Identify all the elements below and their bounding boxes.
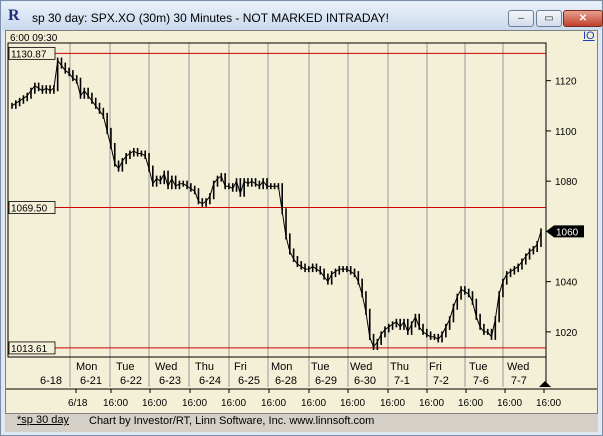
day-label: Thu	[195, 361, 214, 373]
close-button[interactable]: ✕	[563, 10, 603, 27]
date-label: 7-1	[394, 375, 410, 387]
date-label: 6-21	[80, 375, 102, 387]
window-title: sp 30 day: SPX.XO (30m) 30 Minutes - NOT…	[32, 11, 389, 25]
y-tick-label: 1120	[555, 77, 577, 88]
day-label: Fri	[234, 361, 247, 373]
minimize-button[interactable]: –	[508, 10, 534, 27]
time-axis-label: 6/18	[68, 398, 88, 409]
price-chart[interactable]: 6:00 09:30 1020 1040 1060 1080 1100 1120 1130.8…	[6, 31, 598, 414]
y-tick-label: 1080	[555, 177, 578, 188]
time-axis-label: 16:00	[301, 398, 326, 409]
day-label: Tue	[469, 361, 488, 373]
date-label: 6-25	[238, 375, 260, 387]
time-axis-label: 16:00	[221, 398, 246, 409]
date-label: 6-18	[40, 375, 62, 387]
maximize-button[interactable]: ▭	[536, 10, 562, 27]
y-tick-label: 1020	[555, 328, 578, 339]
date-label: 6-23	[159, 375, 181, 387]
last-price-marker	[546, 225, 584, 238]
date-label: 6-30	[354, 375, 376, 387]
day-label: Mon	[271, 361, 292, 373]
scroll-marker-icon	[539, 381, 551, 387]
date-label: 6-29	[315, 375, 337, 387]
date-label: 7-6	[473, 375, 489, 387]
day-label: Thu	[390, 361, 409, 373]
day-label: Wed	[155, 361, 177, 373]
time-axis-label: 16:00	[182, 398, 207, 409]
time-axis-label: 16:00	[340, 398, 365, 409]
level-label: 1013.61	[11, 344, 48, 355]
time-axis-label: 16:00	[497, 398, 522, 409]
day-label: Tue	[311, 361, 330, 373]
day-label: Wed	[507, 361, 529, 373]
time-axis-label: 16:00	[261, 398, 286, 409]
io-link[interactable]: IO	[583, 30, 595, 42]
level-label-box	[8, 46, 56, 60]
date-label: 7-7	[511, 375, 527, 387]
time-axis-label: 16:00	[142, 398, 167, 409]
level-label: 1069.50	[11, 204, 48, 215]
last-price-label: 1060	[556, 227, 579, 238]
date-label: 6-22	[120, 375, 142, 387]
credit-text: Chart by Investor/RT, Linn Software, Inc…	[89, 415, 375, 427]
investor-rt-logo-icon: R	[8, 7, 20, 24]
price-line	[11, 59, 542, 349]
day-label: Tue	[116, 361, 135, 373]
day-label: Wed	[350, 361, 372, 373]
time-axis-label: 16:00	[380, 398, 405, 409]
date-label: 6-28	[275, 375, 297, 387]
time-axis-label: 16:00	[103, 398, 128, 409]
level-label-box	[8, 201, 56, 214]
time-axis-label: 16:00	[458, 398, 483, 409]
chart-area[interactable]: 6:00 09:30 1020 1040 1060 1080 1100 1120 1130.8…	[5, 30, 598, 414]
level-label-box	[8, 341, 56, 355]
time-axis-label: 16:00	[419, 398, 444, 409]
level-label: 1130.87	[11, 49, 47, 60]
date-label: 7-2	[433, 375, 449, 387]
y-tick-label: 1100	[555, 127, 577, 138]
title-bar[interactable]: R sp 30 day: SPX.XO (30m) 30 Minutes - N…	[2, 2, 603, 30]
day-label: Fri	[429, 361, 442, 373]
date-label: 6-24	[199, 375, 221, 387]
day-label: Mon	[76, 361, 97, 373]
y-tick-label: 1040	[555, 278, 578, 289]
header-readout: 6:00 09:30	[10, 33, 58, 44]
time-axis-label: 16:00	[536, 398, 561, 409]
chart-tab[interactable]: *sp 30 day	[17, 414, 69, 426]
status-bar: *sp 30 day Chart by Investor/RT, Linn So…	[5, 414, 598, 432]
